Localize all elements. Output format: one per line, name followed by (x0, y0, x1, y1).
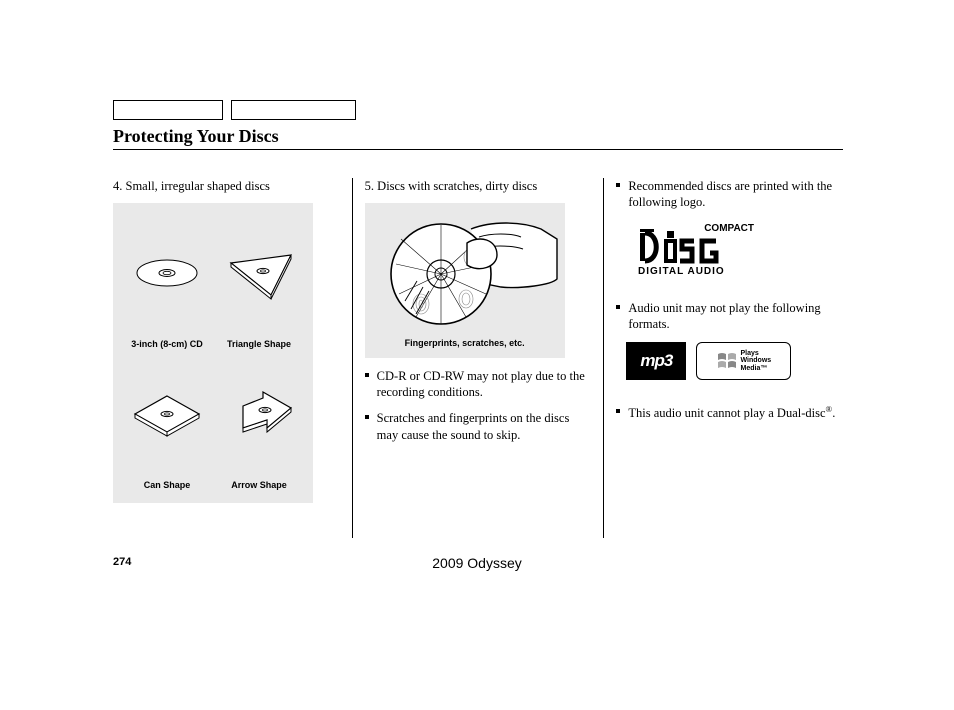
col2-heading: 5. Discs with scratches, dirty discs (365, 178, 592, 195)
scratch-panel: Fingerprints, scratches, etc. (365, 203, 565, 358)
col1-heading: 4. Small, irregular shaped discs (113, 178, 340, 195)
columns-container: 4. Small, irregular shaped discs (113, 178, 843, 538)
footer-model-year: 2009 Odyssey (0, 555, 954, 571)
shape-triangle-icon (219, 243, 299, 303)
cd-logo-top-text: COMPACT (705, 223, 755, 234)
col3-top-bullets: Recommended discs are printed with the f… (616, 178, 843, 211)
bullet-item: This audio unit cannot play a Dual-disc®… (616, 404, 843, 421)
wm-line2: Windows (741, 357, 772, 364)
windows-flag-icon (717, 351, 737, 371)
hand-disc-icon (371, 209, 559, 327)
col2-bullets: CD-R or CD-RW may not play due to the re… (365, 368, 592, 443)
scratch-caption: Fingerprints, scratches, etc. (371, 337, 559, 349)
column-1: 4. Small, irregular shaped discs (113, 178, 352, 538)
col3-mid-bullets: Audio unit may not play the following fo… (616, 300, 843, 333)
cd-logo-bottom-text: DIGITAL AUDIO (638, 266, 725, 276)
col3-bot-bullets: This audio unit cannot play a Dual-disc®… (616, 404, 843, 421)
mp3-logo-icon: mp3 (626, 342, 686, 380)
shape-can-icon (127, 384, 207, 444)
tab-box-2 (231, 100, 356, 120)
shapes-panel: 3-inch (8-cm) CD Triangle Shape (113, 203, 313, 503)
wm-line1: Plays (741, 350, 759, 357)
tab-row (113, 100, 843, 120)
shape-small-cd-icon (127, 243, 207, 303)
mp3-label: mp3 (640, 350, 672, 373)
windows-media-logo-icon: Plays Windows Media™ (696, 342, 791, 380)
shape-arrow-icon (219, 384, 299, 444)
shape-label: Can Shape (144, 479, 191, 491)
shape-label: Arrow Shape (231, 479, 287, 491)
page-content: Protecting Your Discs 4. Small, irregula… (113, 100, 843, 568)
bullet-item: Audio unit may not play the following fo… (616, 300, 843, 333)
tab-box-1 (113, 100, 223, 120)
wm-text: Plays Windows Media™ (741, 350, 772, 373)
column-2: 5. Discs with scratches, dirty discs (352, 178, 605, 538)
bullet-item: Recommended discs are printed with the f… (616, 178, 843, 211)
shape-label: Triangle Shape (227, 338, 291, 350)
bullet-item: Scratches and fingerprints on the discs … (365, 410, 592, 443)
bullet-item: CD-R or CD-RW may not play due to the re… (365, 368, 592, 401)
wm-line3: Media™ (741, 365, 768, 372)
column-3: Recommended discs are printed with the f… (604, 178, 843, 538)
shape-label: 3-inch (8-cm) CD (131, 338, 203, 350)
page-title: Protecting Your Discs (113, 126, 843, 150)
format-logos-row: mp3 Plays Windows Media™ (626, 342, 843, 380)
compact-disc-logo-icon: COMPACT DIGITA (636, 221, 843, 280)
